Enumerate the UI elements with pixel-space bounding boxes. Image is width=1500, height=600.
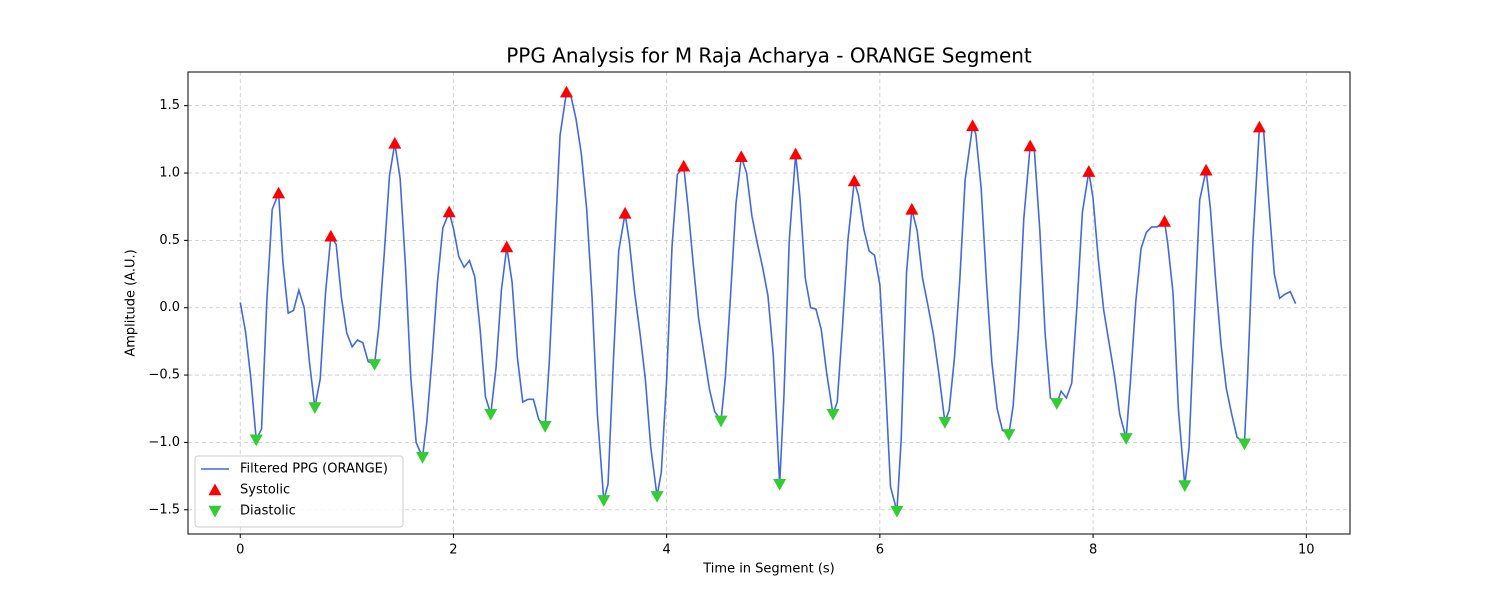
legend-label: Systolic [240,483,290,498]
x-tick-label: 2 [449,543,457,558]
y-tick-label: −1.0 [148,435,180,450]
diastolic-marker [1178,480,1192,493]
legend-marker [208,505,222,518]
systolic-marker [388,136,402,149]
x-tick-label: 10 [1298,543,1315,558]
x-tick-label: 8 [1089,543,1097,558]
systolic-marker [324,229,338,242]
systolic-marker [1023,139,1037,152]
diastolic-marker [538,421,552,433]
chart-title: PPG Analysis for M Raja Acharya - ORANGE… [506,44,1032,68]
diastolic-marker [1050,398,1064,410]
diastolic-marker [249,434,263,447]
diastolic-marker [938,417,952,429]
systolic-marker [1158,215,1172,227]
y-axis-label: Amplitude (A.U.) [124,249,139,356]
y-tick-label: 0.5 [159,233,180,248]
diastolic-marker [416,452,430,464]
systolic-marker [618,206,632,219]
diastolic-marker [1002,429,1016,441]
x-tick-label: 6 [876,543,884,558]
diastolic-marker [890,505,904,518]
y-tick-label: 1.5 [159,98,180,113]
systolic-marker [905,202,919,215]
diastolic-marker [714,415,728,428]
diastolic-marker [650,491,664,503]
systolic-marker [1199,163,1213,176]
y-tick-label: −1.5 [148,502,180,517]
legend-label: Filtered PPG (ORANGE) [240,462,388,477]
systolic-marker [966,119,980,132]
legend-box [194,455,404,528]
systolic-marker [272,186,286,199]
systolic-marker [677,159,691,172]
systolic-marker [1252,120,1266,133]
diastolic-marker [1119,433,1133,445]
y-tick-label: −0.5 [148,368,180,383]
plot-frame [187,71,1351,535]
diastolic-marker [368,359,382,371]
systolic-marker [500,240,514,253]
y-tick-label: 1.0 [159,166,180,181]
legend: Filtered PPG (ORANGE) Systolic Diastolic [194,455,404,528]
diastolic-marker [826,408,840,421]
y-tick-label: 0.0 [159,300,180,315]
legend-label: Diastolic [240,504,296,519]
diastolic-marker [597,495,611,507]
x-tick-label: 4 [663,543,671,558]
x-axis-label: Time in Segment (s) [702,562,834,577]
diastolic-marker [308,402,322,414]
diastolic-marker [1237,438,1251,451]
x-tick-label: 0 [236,543,244,558]
systolic-marker [1082,165,1096,177]
systolic-marker [734,150,748,163]
legend-marker [208,483,222,496]
ppg-line [239,90,1297,512]
systolic-marker [847,174,861,187]
systolic-marker [442,205,456,218]
systolic-marker [789,147,803,160]
diastolic-marker [773,478,787,491]
systolic-marker [559,85,573,98]
diastolic-marker [484,408,498,421]
